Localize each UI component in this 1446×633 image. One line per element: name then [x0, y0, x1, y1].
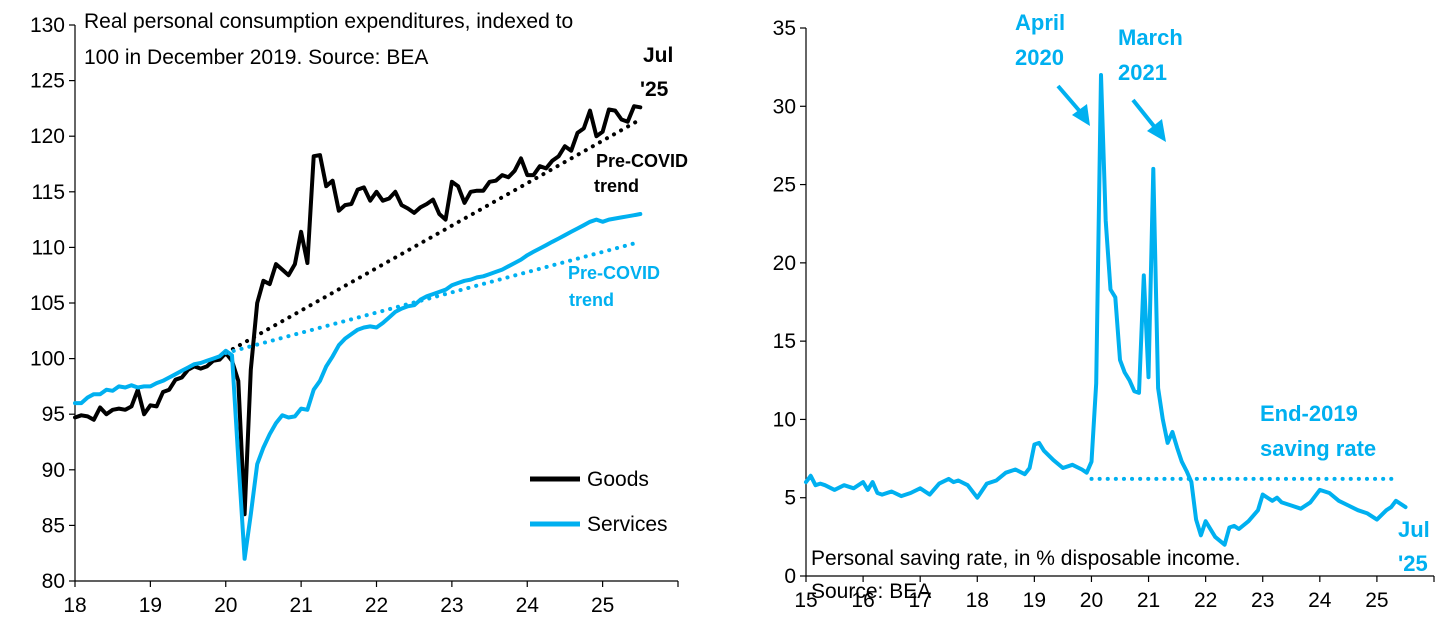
l-x-tick-label: 23: [440, 594, 463, 617]
l-y-tick-label: 110: [32, 236, 65, 259]
l-x-tick-label: 24: [516, 594, 540, 617]
saving-series: [804, 73, 1408, 547]
consumption-series: [73, 104, 643, 561]
r-x-tick-label: 15: [794, 589, 817, 612]
r-x-tick-label: 21: [1137, 589, 1160, 612]
goods-jul25-label-line-2: '25: [640, 78, 669, 101]
r-x-tick-label: 19: [1023, 589, 1046, 612]
l-y-tick-label: 80: [42, 570, 65, 593]
l-y-tick-label: 90: [42, 459, 65, 482]
goods-jul25-label-line-1: Jul: [643, 44, 673, 67]
r-x-tick-label: 18: [966, 589, 989, 612]
consumption-x-tick-labels: 18 19 20 21 22 23 24 25: [63, 594, 614, 617]
march-2021-label-line-2: 2021: [1118, 60, 1167, 85]
legend-goods-label: Goods: [587, 468, 649, 491]
l-series-1-line: [73, 212, 643, 561]
saving-x-tick-labels: 15 16 17 18 19 20 21 22 23 24 25: [794, 589, 1388, 612]
l-series-3-line: [223, 239, 643, 355]
consumption-axes: [69, 24, 679, 587]
services-trend-label-line-2: trend: [569, 290, 614, 310]
l-series-2-line: [223, 117, 643, 355]
l-x-tick-label: 25: [591, 594, 614, 617]
saving-y-tick-labels: 0 5 10 15 20 25 30 35: [773, 17, 796, 588]
r-y-tick-label: 35: [773, 17, 796, 40]
l-x-tick-label: 22: [365, 594, 388, 617]
l-y-tick-label: 85: [42, 514, 65, 537]
saving-title-line-1: Personal saving rate, in % disposable in…: [811, 547, 1241, 570]
r-x-tick-label: 16: [851, 589, 874, 612]
r-x-tick-label: 17: [909, 589, 932, 612]
r-y-tick-label: 25: [773, 174, 796, 197]
end-2019-label-line-1: End-2019: [1260, 401, 1358, 426]
r-y-tick-label: 15: [773, 330, 796, 353]
l-y-tick-label: 130: [30, 14, 65, 37]
consumption-y-tick-labels: 80 85 90 95 100 105 110 115 120 125 130: [30, 14, 65, 593]
saving-axes: [800, 27, 1435, 582]
l-y-tick-label: 100: [30, 348, 65, 371]
goods-trend-label-line-2: trend: [594, 176, 639, 196]
legend-services-label: Services: [587, 513, 668, 536]
consumption-title-line-2: 100 in December 2019. Source: BEA: [84, 46, 428, 69]
l-y-tick-label: 115: [32, 181, 65, 204]
l-y-tick-label: 105: [30, 292, 65, 315]
r-x-tick-label: 22: [1194, 589, 1217, 612]
r-y-tick-label: 30: [773, 95, 796, 118]
l-series-0-line: [73, 104, 643, 517]
march-2021-arrow: [1131, 98, 1166, 142]
saving-title-line-2: Source: BEA: [811, 580, 931, 603]
r-x-tick-label: 25: [1365, 589, 1388, 612]
r-x-tick-label: 23: [1251, 589, 1274, 612]
r-y-tick-label: 0: [784, 565, 796, 588]
saving-jul25-label-line-2: '25: [1398, 551, 1428, 576]
consumption-chart: 80 85 90 95 100 105 110 115 120 125 130 18 19 20 21 22…: [30, 10, 688, 617]
r-y-tick-label: 20: [773, 252, 796, 275]
end-2019-label-line-2: saving rate: [1260, 436, 1376, 461]
l-x-tick-label: 21: [289, 594, 312, 617]
march-2021-label-line-1: March: [1118, 25, 1183, 50]
l-x-tick-label: 18: [63, 594, 86, 617]
consumption-title-line-1: Real personal consumption expenditures, …: [84, 10, 573, 33]
r-y-tick-label: 10: [773, 408, 796, 431]
l-y-tick-label: 95: [42, 403, 65, 426]
services-trend-label-line-1: Pre-COVID: [568, 263, 660, 283]
april-2020-label-line-2: 2020: [1015, 45, 1064, 70]
r-x-tick-label: 20: [1080, 589, 1103, 612]
r-series-0-line: [804, 73, 1408, 547]
l-y-tick-label: 120: [30, 125, 65, 148]
goods-trend-label-line-1: Pre-COVID: [596, 151, 688, 171]
l-x-tick-label: 20: [214, 594, 237, 617]
l-x-tick-label: 19: [139, 594, 162, 617]
r-x-tick-label: 24: [1308, 589, 1332, 612]
saving-jul25-label-line-1: Jul: [1398, 517, 1430, 542]
r-y-tick-label: 5: [784, 487, 796, 510]
april-2020-arrow: [1056, 84, 1090, 126]
april-2020-label-line-1: April: [1015, 10, 1065, 35]
consumption-legend: Goods Services: [530, 468, 668, 536]
l-y-tick-label: 125: [30, 70, 65, 93]
